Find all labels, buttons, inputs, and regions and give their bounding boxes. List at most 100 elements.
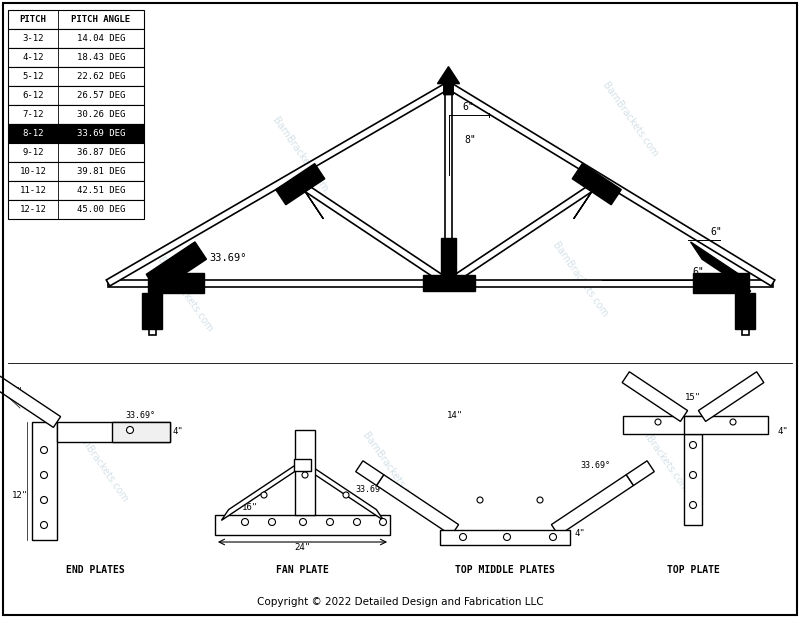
Circle shape — [537, 497, 543, 503]
Polygon shape — [146, 242, 206, 292]
Text: 26.57 DEG: 26.57 DEG — [77, 91, 125, 100]
Polygon shape — [32, 422, 57, 540]
Polygon shape — [0, 364, 61, 428]
Polygon shape — [742, 283, 749, 335]
Polygon shape — [298, 181, 450, 286]
Polygon shape — [574, 177, 602, 219]
Text: BarnBrackets.com: BarnBrackets.com — [600, 81, 660, 159]
Text: 39.81 DEG: 39.81 DEG — [77, 167, 125, 176]
Polygon shape — [734, 294, 755, 329]
Text: END PLATES: END PLATES — [66, 565, 124, 575]
Bar — [8, 162, 144, 181]
Bar — [8, 181, 144, 200]
Polygon shape — [626, 461, 654, 486]
Text: BarnBrackets.com: BarnBrackets.com — [270, 116, 330, 194]
Polygon shape — [684, 416, 768, 434]
Polygon shape — [446, 181, 598, 286]
Polygon shape — [440, 530, 570, 545]
Polygon shape — [302, 460, 384, 520]
Polygon shape — [446, 82, 775, 286]
Bar — [8, 48, 144, 67]
Circle shape — [655, 419, 661, 425]
Circle shape — [354, 519, 361, 525]
Circle shape — [269, 519, 275, 525]
Polygon shape — [572, 164, 622, 205]
Text: 12-12: 12-12 — [19, 205, 46, 214]
Text: 6-12: 6-12 — [22, 91, 44, 100]
Bar — [8, 29, 144, 48]
Text: 12": 12" — [12, 491, 28, 499]
Text: 10-12: 10-12 — [19, 167, 46, 176]
Text: 36.87 DEG: 36.87 DEG — [77, 148, 125, 157]
Text: 15": 15" — [685, 394, 701, 402]
Circle shape — [302, 472, 308, 478]
Text: 11-12: 11-12 — [19, 186, 46, 195]
Text: 18.43 DEG: 18.43 DEG — [77, 53, 125, 62]
Text: 7-12: 7-12 — [22, 110, 44, 119]
Text: FAN PLATE: FAN PLATE — [275, 565, 329, 575]
Text: BarnBrackets.com: BarnBrackets.com — [550, 240, 610, 320]
Circle shape — [459, 533, 466, 541]
Circle shape — [343, 492, 349, 498]
Polygon shape — [108, 279, 773, 287]
Circle shape — [41, 446, 47, 454]
Text: 16": 16" — [242, 504, 258, 512]
Circle shape — [379, 519, 386, 525]
Polygon shape — [438, 67, 459, 95]
Text: 45.00 DEG: 45.00 DEG — [77, 205, 125, 214]
Text: BarnBrackets.com: BarnBrackets.com — [360, 431, 420, 509]
Text: 24": 24" — [294, 543, 310, 552]
Bar — [8, 200, 144, 219]
Polygon shape — [112, 422, 170, 442]
Bar — [8, 86, 144, 105]
Text: BarnBrackets.com: BarnBrackets.com — [155, 256, 214, 334]
Text: PITCH ANGLE: PITCH ANGLE — [71, 15, 130, 24]
Text: 4": 4" — [778, 428, 789, 436]
Text: BarnBrackets.com: BarnBrackets.com — [70, 426, 130, 504]
Circle shape — [242, 519, 249, 525]
Text: 6": 6" — [692, 267, 704, 277]
Circle shape — [503, 533, 510, 541]
Text: 42.51 DEG: 42.51 DEG — [77, 186, 125, 195]
Text: 6": 6" — [462, 103, 474, 112]
Circle shape — [41, 472, 47, 478]
Text: 33.69°: 33.69° — [355, 486, 385, 494]
Bar — [8, 10, 144, 29]
Circle shape — [550, 533, 557, 541]
Text: 14": 14" — [447, 412, 463, 420]
Text: 14.04 DEG: 14.04 DEG — [77, 34, 125, 43]
Circle shape — [730, 419, 736, 425]
Circle shape — [126, 426, 134, 433]
Text: TOP MIDDLE PLATES: TOP MIDDLE PLATES — [455, 565, 555, 575]
Polygon shape — [295, 177, 323, 219]
Circle shape — [690, 472, 697, 478]
Text: 17": 17" — [7, 387, 23, 397]
Text: 33.69°: 33.69° — [580, 460, 610, 470]
Polygon shape — [148, 273, 204, 294]
Polygon shape — [551, 475, 634, 535]
Text: TOP PLATE: TOP PLATE — [666, 565, 719, 575]
Polygon shape — [57, 422, 170, 442]
Polygon shape — [422, 275, 474, 291]
Text: 4-12: 4-12 — [22, 53, 44, 62]
Polygon shape — [698, 372, 764, 421]
Polygon shape — [106, 82, 450, 286]
Polygon shape — [684, 430, 702, 525]
Text: 22.62 DEG: 22.62 DEG — [77, 72, 125, 81]
Polygon shape — [215, 515, 390, 535]
Polygon shape — [356, 461, 384, 486]
Text: 6": 6" — [710, 227, 722, 237]
Text: 4": 4" — [173, 428, 183, 436]
Circle shape — [299, 519, 306, 525]
Text: 33.69°: 33.69° — [125, 410, 155, 420]
Bar — [8, 124, 144, 143]
Text: 5-12: 5-12 — [22, 72, 44, 81]
Polygon shape — [294, 459, 311, 471]
Polygon shape — [445, 85, 452, 283]
Polygon shape — [441, 237, 456, 275]
Polygon shape — [142, 294, 162, 329]
Polygon shape — [222, 460, 303, 520]
Text: 33.69°: 33.69° — [210, 253, 246, 263]
Polygon shape — [149, 283, 155, 335]
Text: 33.69 DEG: 33.69 DEG — [77, 129, 125, 138]
